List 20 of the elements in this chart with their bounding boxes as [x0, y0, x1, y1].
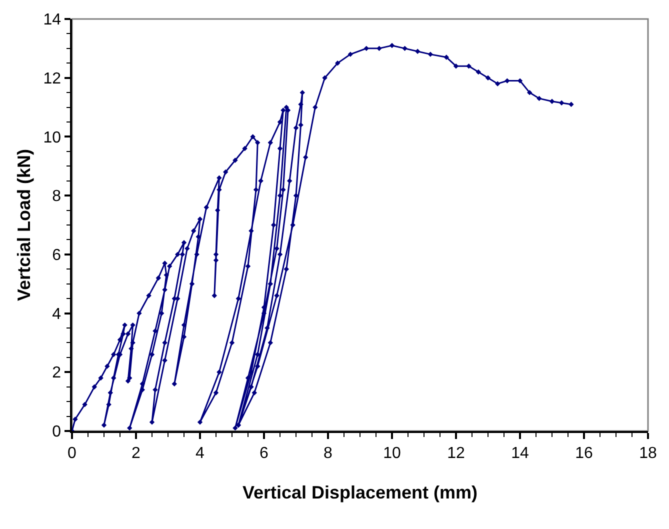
x-tick-label: 16 — [575, 444, 593, 462]
y-tick-label: 14 — [43, 12, 62, 29]
x-tick-label: 8 — [324, 444, 333, 462]
y-tick-label: 8 — [52, 188, 62, 206]
y-tick-label: 0 — [52, 424, 62, 441]
x-tick-label: 2 — [132, 444, 141, 462]
y-tick-label: 12 — [43, 70, 62, 88]
y-tick-label: 2 — [52, 364, 62, 382]
x-tick-label: 6 — [260, 444, 269, 462]
x-axis-title: Vertical Displacement (mm) — [242, 482, 478, 503]
x-tick-label: 10 — [383, 444, 401, 462]
y-tick-label: 4 — [52, 306, 62, 323]
y-tick-label: 10 — [43, 129, 62, 146]
x-tick-label: 4 — [196, 444, 205, 462]
x-tick-label: 12 — [447, 444, 465, 462]
x-tick-label: 18 — [639, 444, 657, 462]
x-tick-label: 14 — [511, 444, 529, 462]
y-axis-title: Vertcial Load (kN) — [14, 148, 34, 302]
x-tick-label: 0 — [68, 444, 77, 462]
y-tick-label: 6 — [52, 247, 62, 264]
